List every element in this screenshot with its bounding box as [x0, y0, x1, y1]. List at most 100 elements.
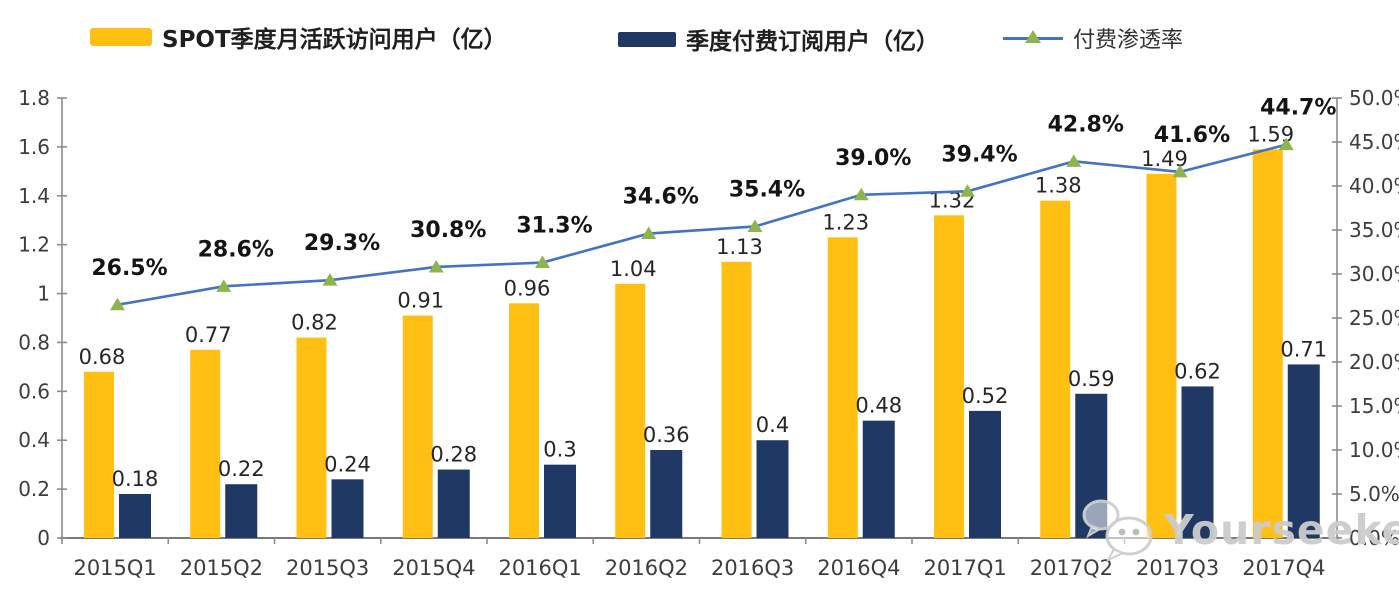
bar-mau-value-label: 0.82	[291, 311, 338, 335]
left-axis-tick-label: 0	[37, 526, 50, 550]
x-axis-label: 2016Q4	[817, 556, 900, 580]
legend-swatch-subscribers	[618, 31, 676, 47]
bar-mau-value-label: 1.04	[610, 257, 657, 281]
legend-item-mau: SPOT季度月活跃访问用户（亿）	[90, 20, 507, 54]
bar-mau	[1146, 173, 1177, 538]
bar-subscribers	[544, 464, 576, 538]
legend-item-subscribers: 季度付费订阅用户（亿）	[618, 22, 939, 56]
line-marker-triangle	[1278, 137, 1294, 151]
bar-subscribers-value-label: 0.3	[543, 438, 576, 462]
x-axis-label: 2017Q3	[1136, 556, 1219, 580]
penetration-line	[117, 143, 1287, 307]
x-axis-label: 2017Q1	[923, 556, 1006, 580]
penetration-value-label: 30.8%	[410, 218, 486, 243]
penetration-value-label: 34.6%	[623, 185, 699, 210]
line-marker-triangle	[428, 259, 444, 273]
line-marker-triangle	[1172, 164, 1188, 178]
right-axis-tick-label: 45.0%	[1349, 130, 1399, 154]
bar-subscribers	[331, 479, 364, 538]
legend-label-mau: SPOT季度月活跃访问用户（亿）	[162, 27, 507, 53]
bar-subscribers	[650, 450, 683, 538]
right-axis-tick-label: 20.0%	[1349, 350, 1399, 374]
left-axis-tick-label: 0.4	[18, 428, 50, 452]
bar-subscribers	[1181, 386, 1214, 538]
legend-line-triangle-icon	[1003, 30, 1063, 45]
left-axis-tick-label: 0.2	[18, 477, 50, 501]
bar-subscribers-value-label: 0.59	[1068, 367, 1115, 391]
right-axis-tick-label: 10.0%	[1349, 438, 1399, 462]
legend-label-subscribers: 季度付费订阅用户（亿）	[686, 29, 939, 55]
right-axis-tick-label: 30.0%	[1349, 262, 1399, 286]
right-axis-tick-label: 40.0%	[1349, 174, 1399, 198]
penetration-value-label: 39.4%	[941, 142, 1017, 167]
bar-subscribers	[969, 410, 1001, 538]
line-marker-triangle	[322, 273, 338, 286]
right-axis-tick-label: 0.0%	[1349, 526, 1399, 550]
bar-subscribers	[1287, 364, 1320, 538]
line-marker-triangle	[216, 279, 232, 292]
left-axis-tick-label: 1	[37, 282, 50, 306]
bar-subscribers-value-label: 0.52	[962, 384, 1009, 408]
bar-subscribers	[225, 484, 258, 538]
right-axis-tick-label: 5.0%	[1349, 482, 1399, 506]
bar-mau-value-label: 0.91	[397, 289, 444, 313]
line-marker-triangle	[641, 226, 657, 240]
penetration-value-label: 29.3%	[304, 231, 380, 256]
penetration-value-label: 28.6%	[198, 237, 274, 262]
line-marker-triangle	[960, 184, 975, 197]
x-axis-label: 2015Q1	[73, 556, 156, 580]
penetration-value-label: 35.4%	[729, 177, 805, 202]
bar-subscribers-value-label: 0.4	[756, 413, 789, 437]
bar-subscribers	[437, 469, 470, 538]
bar-mau-value-label: 1.38	[1035, 174, 1082, 198]
bar-subscribers-value-label: 0.71	[1280, 337, 1327, 361]
left-axis-tick-label: 1.6	[18, 135, 50, 159]
penetration-value-label: 31.3%	[516, 214, 592, 239]
bar-subscribers-value-label: 0.28	[430, 443, 477, 467]
bar-mau	[934, 215, 964, 539]
bar-subscribers-value-label: 0.24	[324, 452, 371, 476]
line-marker-triangle	[110, 297, 125, 311]
left-axis-tick-label: 1.4	[18, 184, 50, 208]
left-axis-tick-label: 0.6	[18, 379, 50, 403]
x-axis-label: 2015Q4	[392, 556, 475, 580]
legend-label-penetration: 付费渗透率	[1073, 28, 1184, 53]
bar-mau-value-label: 0.68	[79, 345, 126, 369]
penetration-value-label: 41.6%	[1154, 123, 1230, 148]
penetration-value-label: 26.5%	[91, 256, 167, 281]
left-axis-tick-label: 0.8	[18, 330, 50, 354]
x-axis-label: 2017Q2	[1030, 556, 1113, 580]
bar-subscribers	[1075, 393, 1108, 538]
penetration-value-label: 39.0%	[835, 146, 911, 171]
right-axis-tick-label: 35.0%	[1349, 218, 1399, 242]
bar-mau-value-label: 0.77	[185, 323, 232, 347]
bar-mau	[190, 349, 221, 538]
legend-swatch-mau	[90, 28, 152, 46]
x-axis-label: 2017Q4	[1242, 556, 1325, 580]
bar-subscribers	[756, 440, 789, 538]
penetration-value-label: 42.8%	[1048, 112, 1124, 137]
bar-subscribers-value-label: 0.62	[1174, 359, 1221, 383]
bar-subscribers-value-label: 0.18	[112, 467, 159, 491]
bar-mau	[509, 303, 539, 538]
bar-mau	[1252, 149, 1283, 539]
bar-mau-value-label: 1.23	[822, 210, 869, 234]
bar-subscribers	[862, 420, 895, 538]
bar-mau	[296, 337, 327, 538]
bar-subscribers-value-label: 0.48	[855, 394, 902, 418]
right-axis-tick-label: 50.0%	[1349, 86, 1399, 110]
x-axis-label: 2016Q1	[498, 556, 581, 580]
legend-item-penetration: 付费渗透率	[1003, 22, 1183, 54]
line-marker-triangle	[853, 187, 869, 201]
bar-mau	[827, 237, 858, 539]
bar-subscribers-value-label: 0.22	[218, 457, 265, 481]
bar-mau	[1040, 200, 1071, 538]
left-axis-tick-label: 1.2	[18, 233, 50, 257]
penetration-value-label: 44.7%	[1260, 96, 1336, 121]
bar-mau	[721, 261, 752, 538]
line-marker-triangle	[1066, 154, 1082, 167]
bar-subscribers	[119, 494, 151, 538]
x-axis-label: 2015Q2	[180, 556, 263, 580]
